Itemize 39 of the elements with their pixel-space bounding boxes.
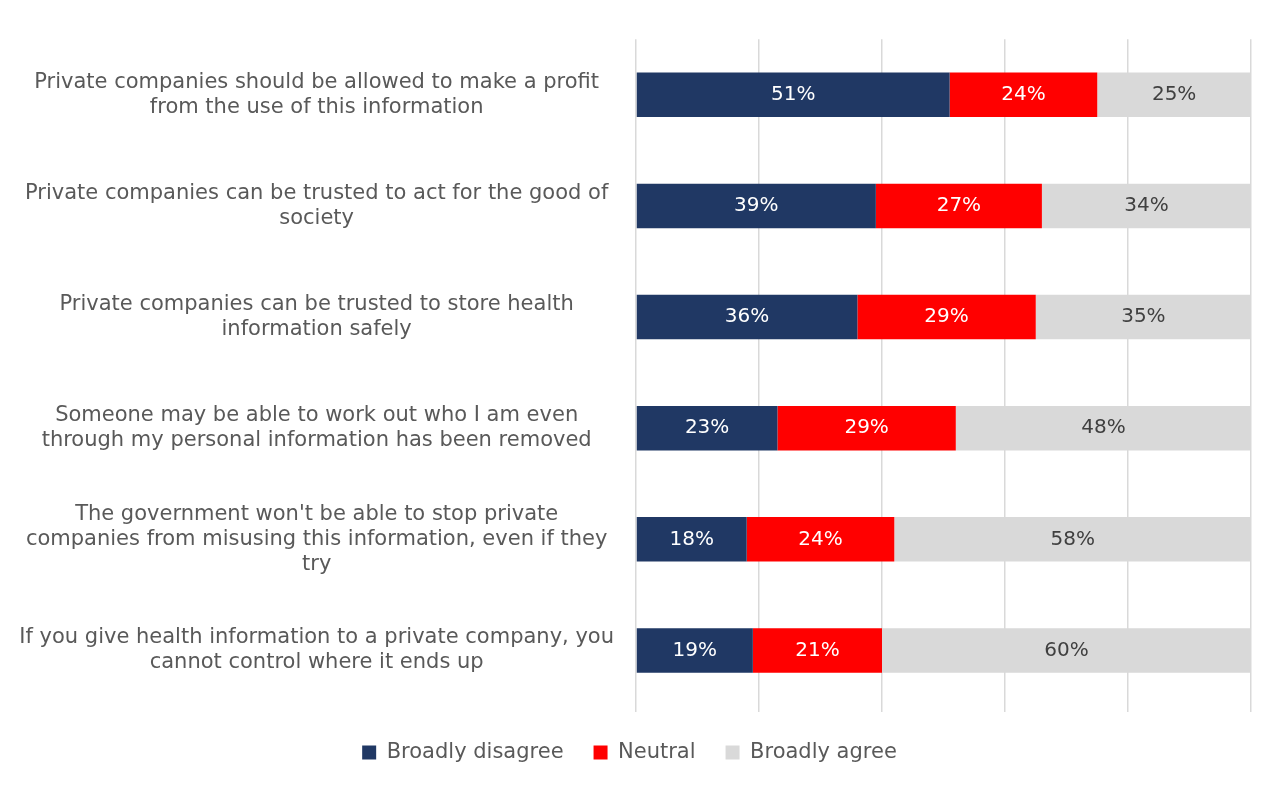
bar	[636, 294, 858, 340]
bar	[875, 183, 1042, 229]
data-label: 60%	[1044, 636, 1089, 661]
y-tick-label: If you give health information to a private company, you cannot control where it ends up	[19, 624, 614, 674]
data-label: 25%	[1151, 80, 1197, 105]
y-tick-label: Someone may be able to work out who I am even through my personal information has been removed	[41, 402, 592, 452]
data-label: 24%	[1001, 80, 1046, 105]
data-label: 48%	[1081, 414, 1126, 439]
legend-label: Neutral	[618, 738, 696, 763]
bar	[746, 517, 895, 562]
bar	[857, 294, 1036, 340]
data-label: 58%	[1050, 525, 1095, 550]
bar	[777, 405, 956, 451]
legend-label: Broadly agree	[750, 738, 897, 763]
data-label: 21%	[795, 636, 840, 661]
bar	[636, 405, 778, 451]
y-tick-label: The government won't be able to stop private companies from misusing this information, even if they try	[25, 500, 608, 575]
data-label: 29%	[844, 414, 889, 439]
data-label: 24%	[798, 525, 843, 550]
bar	[949, 72, 1098, 117]
data-label: 27%	[936, 192, 982, 217]
data-label: 18%	[669, 525, 714, 550]
bar	[636, 72, 950, 117]
data-label: 35%	[1121, 303, 1166, 328]
data-label: 36%	[724, 303, 770, 328]
y-tick-label: Private companies can be trusted to act for the good of society	[25, 179, 609, 229]
data-label: 51%	[770, 80, 816, 105]
data-label: 19%	[672, 636, 718, 661]
data-label: 34%	[1124, 192, 1169, 217]
bar	[636, 628, 753, 673]
bar	[636, 517, 747, 562]
bar	[752, 628, 882, 673]
legend-label: Broadly disagree	[386, 738, 564, 763]
y-tick-label: Private companies should be allowed to make a profit from the use of this information	[34, 68, 600, 118]
data-label: 23%	[684, 414, 730, 439]
data-label: 29%	[924, 303, 969, 328]
y-tick-label: Private companies can be trusted to store health information safely	[59, 290, 574, 341]
data-label: 39%	[734, 192, 779, 217]
bar	[636, 183, 876, 229]
